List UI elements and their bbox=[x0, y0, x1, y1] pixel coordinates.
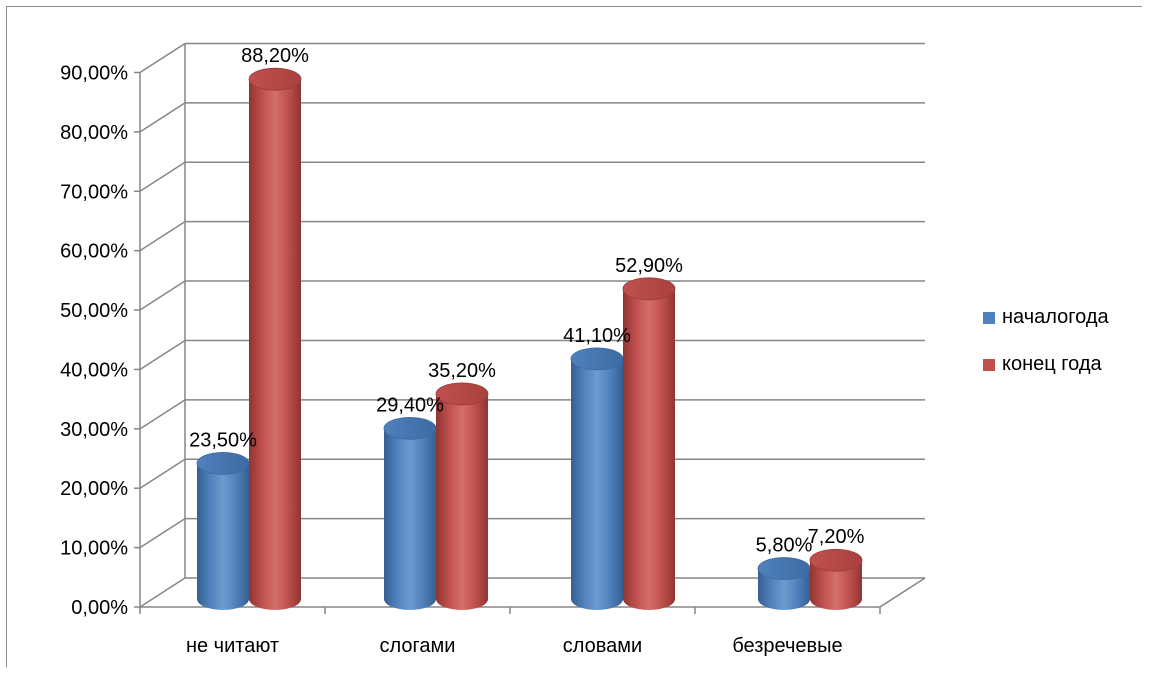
gridline-side bbox=[139, 399, 186, 430]
y-tick-label: 60,00% bbox=[60, 241, 128, 263]
y-tick-label: 30,00% bbox=[60, 419, 128, 441]
bar-top bbox=[809, 548, 863, 572]
data-label: 88,20% bbox=[241, 45, 309, 67]
bar-body bbox=[436, 393, 488, 610]
data-label: 29,40% bbox=[376, 394, 444, 416]
gridline-side bbox=[139, 161, 186, 192]
y-tick-label: 40,00% bbox=[60, 359, 128, 381]
floor-edge bbox=[879, 577, 926, 608]
legend: началогода конец года bbox=[983, 306, 1109, 375]
data-label: 23,50% bbox=[189, 429, 257, 451]
bar-body bbox=[197, 463, 249, 610]
gridline-side bbox=[139, 280, 186, 311]
bar-body bbox=[571, 358, 623, 610]
y-tick-label: 10,00% bbox=[60, 538, 128, 560]
y-tick-label: 80,00% bbox=[60, 122, 128, 144]
data-label: 41,10% bbox=[563, 325, 631, 347]
y-tick-label: 90,00% bbox=[60, 63, 128, 85]
bar-body bbox=[384, 428, 436, 610]
bar-top bbox=[196, 452, 250, 475]
bar bbox=[757, 557, 811, 610]
bar-body bbox=[249, 79, 301, 610]
legend-label: конец года bbox=[1002, 353, 1102, 375]
bar bbox=[383, 416, 437, 610]
data-labels: 23,50% 88,20% 29,40% 35,20% 41,10% 52,90% 5,80… bbox=[189, 45, 864, 556]
gridline-side bbox=[139, 339, 186, 371]
bar bbox=[570, 347, 624, 610]
bar bbox=[248, 67, 302, 610]
y-tick-label: 50,00% bbox=[60, 300, 128, 322]
bar-body bbox=[758, 568, 810, 610]
gridline-side bbox=[139, 458, 186, 489]
bar bbox=[622, 277, 676, 610]
bar-top bbox=[570, 347, 624, 371]
gridline-side bbox=[139, 102, 186, 133]
gridline-side bbox=[139, 221, 186, 252]
bar-top bbox=[622, 277, 676, 301]
x-tick-label: словами bbox=[563, 635, 642, 657]
y-tick-label: 20,00% bbox=[60, 478, 128, 500]
bar-body bbox=[623, 288, 675, 610]
data-label: 7,20% bbox=[808, 526, 865, 548]
x-tick-label: безречевые bbox=[732, 635, 842, 657]
bar-body bbox=[810, 560, 862, 610]
bars bbox=[196, 67, 863, 610]
bar-top bbox=[757, 557, 811, 580]
legend-swatch bbox=[983, 312, 995, 324]
y-tick-label: 70,00% bbox=[60, 181, 128, 203]
y-tick-label: 0,00% bbox=[71, 597, 128, 619]
x-tick-label: не читают bbox=[186, 635, 279, 657]
bar-top bbox=[383, 416, 437, 440]
bar-top bbox=[435, 382, 489, 406]
data-label: 5,80% bbox=[756, 535, 813, 557]
gridline-side bbox=[139, 577, 186, 608]
gridline-side bbox=[139, 517, 186, 549]
bar bbox=[809, 548, 863, 610]
axes: 0,00% 10,00% 20,00% 30,00% 40,00% 50,00% 60,00… bbox=[60, 63, 926, 657]
legend-label: началогода bbox=[1002, 306, 1109, 328]
gridline-side bbox=[139, 42, 186, 74]
bar bbox=[435, 382, 489, 610]
legend-swatch bbox=[983, 359, 995, 371]
bar-top bbox=[248, 67, 302, 91]
data-label: 35,20% bbox=[428, 360, 496, 382]
bar bbox=[196, 452, 250, 610]
data-label: 52,90% bbox=[615, 255, 683, 277]
x-tick-label: слогами bbox=[380, 635, 456, 657]
